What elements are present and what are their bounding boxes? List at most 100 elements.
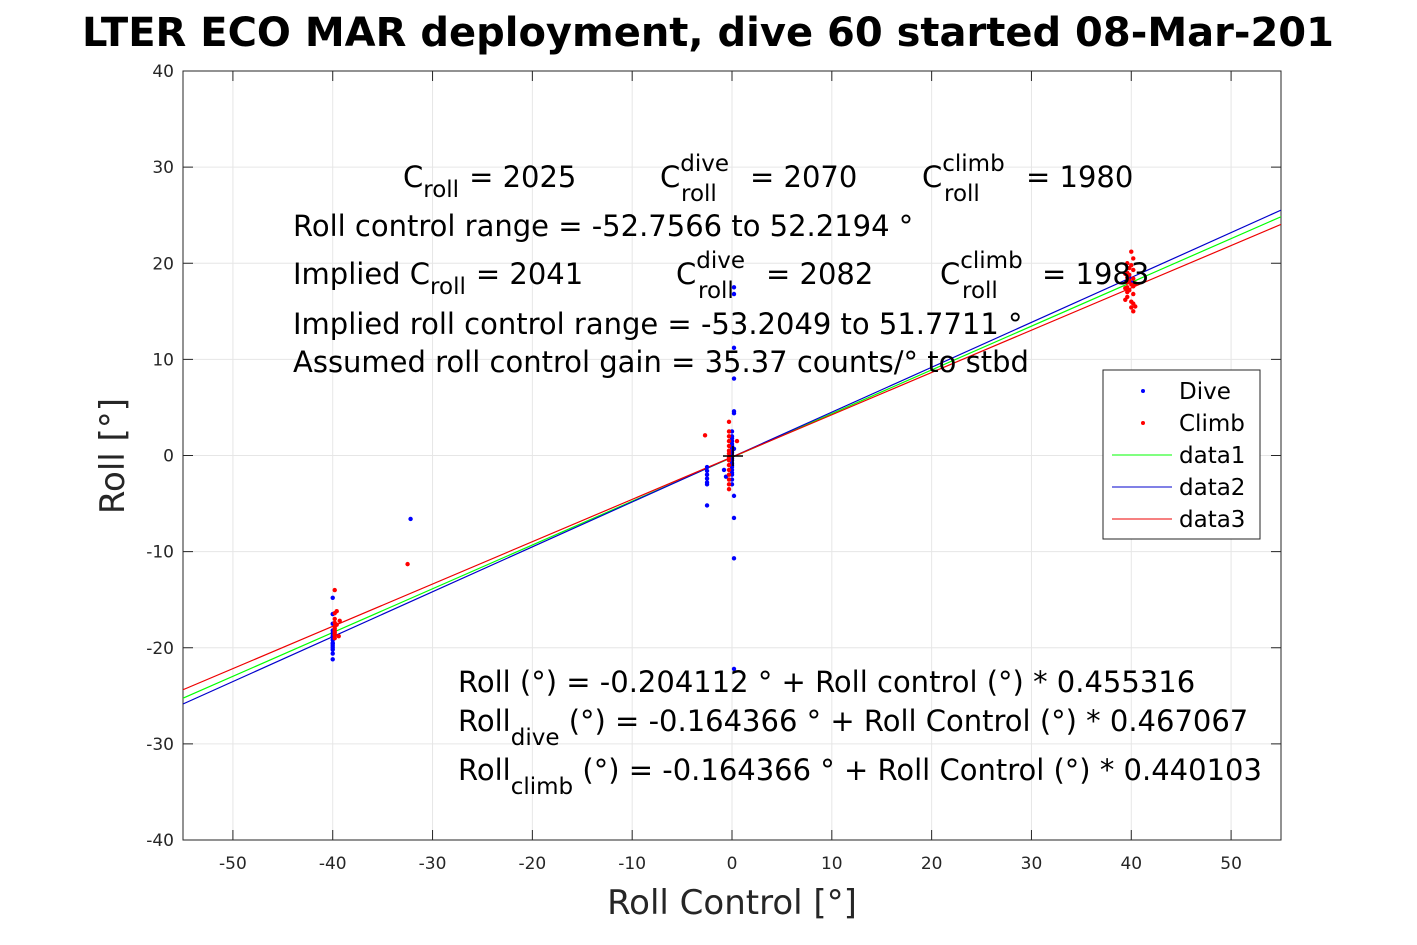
point-dive xyxy=(731,556,737,561)
annotation-gain-line: Assumed roll control gain = 35.37 counts… xyxy=(293,345,1029,379)
point-climb xyxy=(726,419,732,425)
point-dive xyxy=(731,376,737,381)
legend-entry-data2: data2 xyxy=(1112,475,1245,501)
point-climb xyxy=(334,609,339,614)
point-dive xyxy=(330,657,335,662)
point-dive xyxy=(408,516,413,522)
point-climb xyxy=(1131,256,1136,261)
point-climb xyxy=(726,434,732,439)
point-dive xyxy=(330,595,335,600)
point-climb xyxy=(1129,262,1134,268)
annotation-c-roll-dive: Cdive roll = 2070 xyxy=(660,151,857,207)
point-climb xyxy=(1131,291,1136,297)
point-dive xyxy=(704,476,710,481)
point-climb xyxy=(1133,281,1138,286)
annotations: Croll = 2025 Cdive roll = 2070 Cclimb roll = … xyxy=(293,151,1262,800)
y-tick-label: 20 xyxy=(152,254,174,274)
point-dive xyxy=(330,647,335,652)
x-tick-label: 10 xyxy=(821,854,843,874)
legend-label-climb: Climb xyxy=(1179,411,1245,437)
x-tick-label: 20 xyxy=(921,854,943,874)
point-dive xyxy=(731,345,737,351)
point-climb xyxy=(726,443,732,449)
annotation-c-roll: Croll = 2025 xyxy=(403,160,576,203)
annotation-implied-c-roll-climb: Cclimb roll = 1983 xyxy=(940,248,1149,304)
annotation-implied-range-line: Implied roll control range = -53.2049 to… xyxy=(293,307,1023,341)
point-climb xyxy=(726,429,732,434)
point-climb xyxy=(734,438,740,444)
legend-entry-data3: data3 xyxy=(1112,507,1245,533)
point-dive xyxy=(330,651,335,656)
x-tick-label: -50 xyxy=(219,854,247,874)
x-tick-label: 30 xyxy=(1021,854,1043,874)
point-dive xyxy=(704,482,710,487)
legend-entry-data1: data1 xyxy=(1112,443,1245,469)
y-tick-label: -30 xyxy=(146,735,174,755)
point-climb xyxy=(337,618,342,624)
point-climb xyxy=(332,587,337,593)
point-climb xyxy=(726,467,732,473)
x-tick-label: 0 xyxy=(727,854,738,874)
point-climb xyxy=(1131,309,1136,314)
legend-marker-climb xyxy=(1141,421,1145,425)
y-tick-label: -20 xyxy=(146,639,174,659)
point-climb xyxy=(726,438,732,444)
y-tick-label: 0 xyxy=(163,447,174,467)
point-dive xyxy=(731,285,737,290)
legend-label-data2: data2 xyxy=(1179,475,1245,501)
y-axis-ticks: 40 30 20 10 0 -10 -20 -30 -40 xyxy=(146,62,1281,851)
annotation-eq-dive: Rolldive (°) = -0.164366 ° + Roll Contro… xyxy=(458,704,1248,751)
legend: Dive Climb data1 data2 data3 xyxy=(1102,369,1261,540)
x-tick-label: -30 xyxy=(419,854,447,874)
series-layer xyxy=(183,209,1281,705)
point-dive xyxy=(731,515,737,521)
point-climb xyxy=(336,634,341,639)
point-dive xyxy=(731,493,737,499)
point-climb xyxy=(332,616,337,622)
point-dive xyxy=(704,503,710,508)
x-tick-label: 50 xyxy=(1220,854,1242,874)
point-climb xyxy=(332,632,337,637)
x-tick-label: 40 xyxy=(1120,854,1142,874)
point-climb xyxy=(726,482,732,487)
point-climb xyxy=(726,486,732,492)
annotation-eq-climb: Rollclimb (°) = -0.164366 ° + Roll Contr… xyxy=(458,753,1262,800)
origin-marker xyxy=(723,446,743,466)
point-climb xyxy=(1131,276,1136,281)
legend-label-dive: Dive xyxy=(1179,379,1231,405)
point-climb xyxy=(1123,286,1128,291)
x-tick-label: -40 xyxy=(319,854,347,874)
legend-label-data3: data3 xyxy=(1179,507,1245,533)
point-dive xyxy=(721,467,727,473)
y-tick-label: -10 xyxy=(146,543,174,563)
point-climb xyxy=(1123,297,1128,302)
point-climb xyxy=(1129,305,1134,310)
annotation-range-line: Roll control range = -52.7566 to 52.2194… xyxy=(293,209,913,243)
point-dive xyxy=(731,291,737,297)
point-climb xyxy=(332,635,337,641)
x-axis-label: Roll Control [°] xyxy=(607,883,857,923)
y-tick-label: 40 xyxy=(152,62,174,82)
point-climb xyxy=(726,451,732,456)
y-axis-label: Roll [°] xyxy=(93,398,133,514)
point-dive xyxy=(704,472,710,477)
point-climb xyxy=(334,622,339,627)
point-dive xyxy=(330,641,335,647)
y-tick-label: -40 xyxy=(146,831,174,851)
y-tick-label: 30 xyxy=(152,158,174,178)
chart-title: LTER ECO MAR deployment, dive 60 started… xyxy=(82,10,1334,56)
annotation-c-roll-climb: Cclimb roll = 1980 xyxy=(922,151,1133,207)
point-climb xyxy=(1133,304,1138,309)
point-climb xyxy=(1129,249,1134,254)
legend-marker-dive xyxy=(1141,389,1145,393)
legend-entry-climb: Climb xyxy=(1141,411,1245,437)
point-climb xyxy=(726,472,732,477)
x-axis-ticks: -50 -40 -30 -20 -10 0 10 20 30 40 50 xyxy=(219,71,1242,874)
y-tick-label: 10 xyxy=(152,350,174,370)
point-dive xyxy=(731,411,737,416)
legend-box xyxy=(1102,369,1261,540)
point-climb xyxy=(405,561,410,567)
point-climb xyxy=(702,433,708,438)
point-climb xyxy=(1125,261,1130,266)
